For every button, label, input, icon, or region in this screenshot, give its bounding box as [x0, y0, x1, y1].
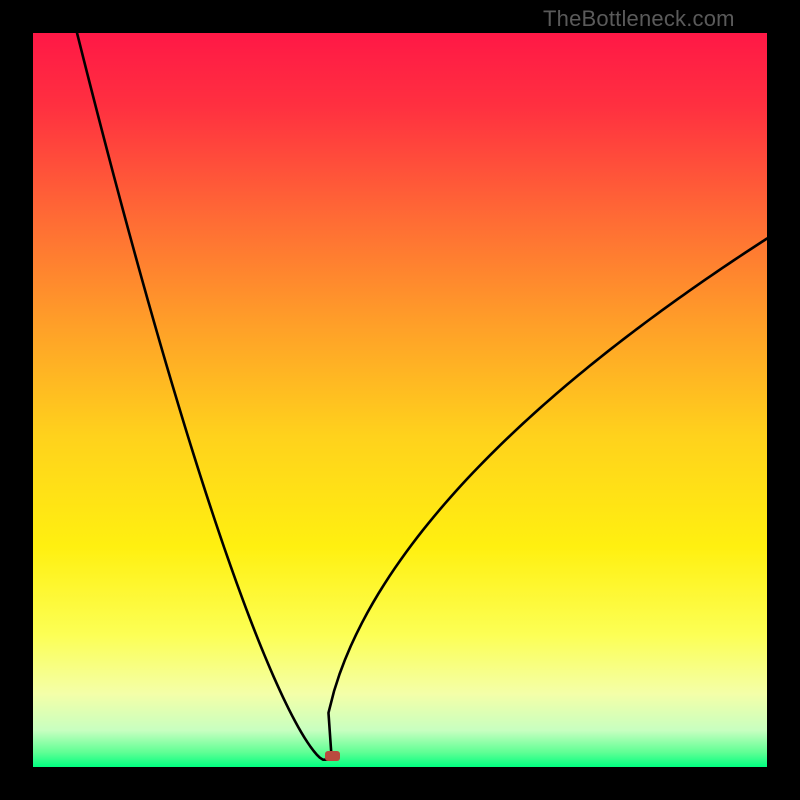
chart-frame: TheBottleneck.com	[0, 0, 800, 800]
bottleneck-curve	[33, 33, 767, 767]
vertex-marker	[325, 751, 340, 761]
watermark-text: TheBottleneck.com	[543, 6, 735, 32]
plot-area	[33, 33, 767, 767]
curve-path	[77, 33, 767, 760]
